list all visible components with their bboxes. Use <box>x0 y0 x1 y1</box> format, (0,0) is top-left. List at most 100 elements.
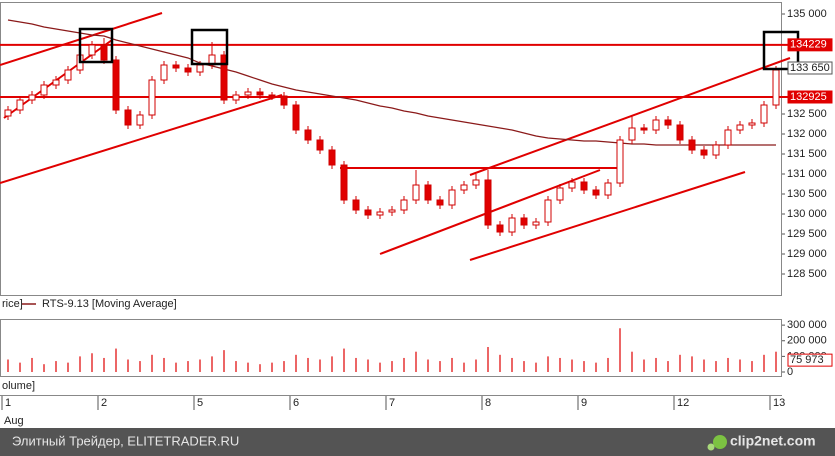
candle-body <box>652 119 660 131</box>
price-label-box <box>787 90 833 104</box>
candle-body <box>772 69 780 106</box>
trendline <box>0 94 283 184</box>
price-label: 132925 <box>790 91 827 103</box>
candle-body <box>604 182 612 196</box>
candle-body <box>616 139 624 184</box>
highlight-box <box>190 28 229 66</box>
candle-body <box>232 94 240 101</box>
y-tick-label: 131 500 <box>787 148 827 160</box>
candle-body <box>592 189 600 196</box>
x-tick-label: 7 <box>389 397 395 409</box>
price-label: 134229 <box>790 39 827 51</box>
candle-body <box>124 109 132 126</box>
candle-body <box>352 199 360 211</box>
candle-body <box>748 122 756 126</box>
x-tick-label: 9 <box>581 397 587 409</box>
y-tick-label: 130 000 <box>787 208 827 220</box>
marks <box>0 19 790 372</box>
y-tick-label: 200 000 <box>787 335 827 347</box>
x-tick-label: 5 <box>197 397 203 409</box>
candle-body <box>28 94 36 101</box>
candle-body <box>244 91 252 96</box>
candle-body <box>280 95 288 106</box>
candle-body <box>220 54 228 101</box>
candle-body <box>496 224 504 233</box>
x-unit: Aug <box>4 415 24 427</box>
candle-body <box>4 109 12 117</box>
candle-body <box>400 199 408 211</box>
price-legend: rice] <box>2 298 23 310</box>
legend-label: RTS-9.13 [Moving Average] <box>42 298 177 310</box>
candle-body <box>556 187 564 201</box>
price-panel <box>0 2 782 296</box>
candle-body <box>760 104 768 124</box>
candle-body <box>304 129 312 141</box>
candle-body <box>580 181 588 191</box>
x-tick-label: 6 <box>293 397 299 409</box>
logo-dot <box>707 443 715 451</box>
candle-body <box>376 211 384 216</box>
volume-label-box <box>787 353 833 367</box>
candle-body <box>364 209 372 216</box>
footer-bar <box>0 428 835 456</box>
candle-body <box>184 67 192 73</box>
moving-average-line <box>7 19 776 146</box>
candle-body <box>664 119 672 126</box>
y-tick-label: 135 000 <box>787 8 827 20</box>
candle-body <box>112 59 120 111</box>
candle-body <box>256 91 264 96</box>
y-tick-label: 130 500 <box>787 188 827 200</box>
candle-body <box>532 221 540 226</box>
candle-body <box>460 184 468 191</box>
candle-body <box>196 64 204 73</box>
candle-body <box>172 64 180 69</box>
candle-body <box>436 199 444 206</box>
candle-body <box>292 104 300 131</box>
candle-body <box>676 124 684 141</box>
candle-body <box>544 199 552 223</box>
footer-logo: clip2net.com <box>730 433 816 449</box>
highlight-boxes <box>78 27 800 71</box>
logo-dot <box>713 435 727 449</box>
candle-body <box>424 184 432 201</box>
x-tick-label: 1 <box>5 397 11 409</box>
candle-body <box>328 149 336 166</box>
y-tick-label: 132 000 <box>787 128 827 140</box>
candle-body <box>100 44 108 61</box>
candle-body <box>160 64 168 81</box>
footer-text: Элитный Трейдер, ELITETRADER.RU <box>12 433 239 448</box>
price-label-box <box>787 61 833 75</box>
candle-body <box>388 209 396 213</box>
y-tick-label: 129 500 <box>787 228 827 240</box>
candle-body <box>412 184 420 201</box>
x-tick-label: 13 <box>773 397 785 409</box>
price-label: 133 650 <box>790 62 830 74</box>
volume-panel <box>0 319 782 377</box>
trendline <box>469 171 746 261</box>
highlight-box <box>78 27 114 64</box>
candle-body <box>136 114 144 126</box>
y-tick-label: 132 500 <box>787 108 827 120</box>
candle-body <box>52 79 60 86</box>
candle-body <box>448 189 456 206</box>
candle-body <box>736 124 744 131</box>
candle-body <box>472 179 480 186</box>
y-tick-label: 0 <box>787 366 793 378</box>
trendline <box>469 57 791 176</box>
y-tick-label: 300 000 <box>787 319 827 331</box>
candle-body <box>508 217 516 233</box>
y-tick-label: 129 000 <box>787 248 827 260</box>
x-tick-label: 8 <box>485 397 491 409</box>
candle-body <box>712 144 720 156</box>
candle-body <box>316 139 324 151</box>
x-tick-label: 12 <box>677 397 689 409</box>
candle-body <box>688 139 696 151</box>
candle-body <box>520 217 528 226</box>
candle-body <box>88 44 96 56</box>
logo-icon <box>707 435 727 451</box>
candle-body <box>568 181 576 189</box>
candle-body <box>628 127 636 141</box>
y-tick-label: 128 500 <box>787 268 827 280</box>
